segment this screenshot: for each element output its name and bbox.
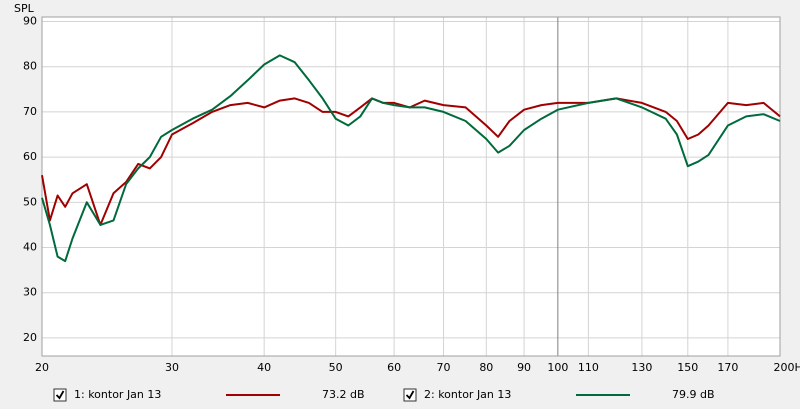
checkbox [403, 388, 417, 402]
y-tick-label: 60 [23, 150, 37, 163]
legend-label: 2: kontor Jan 13 [424, 388, 511, 401]
plot-area [41, 16, 781, 357]
legend-value: 79.9 dB [672, 388, 715, 401]
legend-value: 73.2 dB [322, 388, 365, 401]
x-tick-label: 70 [437, 361, 451, 374]
y-tick-label: 80 [23, 60, 37, 73]
y-tick-label: 90 [23, 15, 37, 28]
x-tick-label: 40 [257, 361, 271, 374]
x-tick-label: 150 [677, 361, 698, 374]
x-tick-label: 100 [547, 361, 568, 374]
x-tick-label: 200Hz [773, 361, 800, 374]
plot-area [41, 16, 781, 357]
y-tick-label: 70 [23, 105, 37, 118]
x-tick-label: 60 [387, 361, 401, 374]
x-tick-label: 110 [578, 361, 599, 374]
legend: 1: kontor Jan 13 73.2 dB 2: kontor Jan 13 7… [53, 388, 715, 402]
y-axis-label: SPL [14, 2, 35, 15]
series-line [41, 54, 781, 263]
checkmark [55, 390, 65, 400]
x-tick-label: 20 [35, 361, 49, 374]
checkmark [405, 390, 415, 400]
y-tick-label: 50 [23, 195, 37, 208]
x-tick-label: 50 [329, 361, 343, 374]
legend-label: 1: kontor Jan 13 [74, 388, 161, 401]
y-tick-label: 40 [23, 241, 37, 254]
x-tick-label: 90 [517, 361, 531, 374]
x-tick-label: 170 [717, 361, 738, 374]
x-tick-label: 130 [631, 361, 652, 374]
checkbox [53, 388, 67, 402]
x-tick-label: 80 [479, 361, 493, 374]
y-tick-label: 20 [23, 331, 37, 344]
x-tick-label: 30 [165, 361, 179, 374]
y-tick-label: 30 [23, 286, 37, 299]
series-line [41, 97, 781, 226]
